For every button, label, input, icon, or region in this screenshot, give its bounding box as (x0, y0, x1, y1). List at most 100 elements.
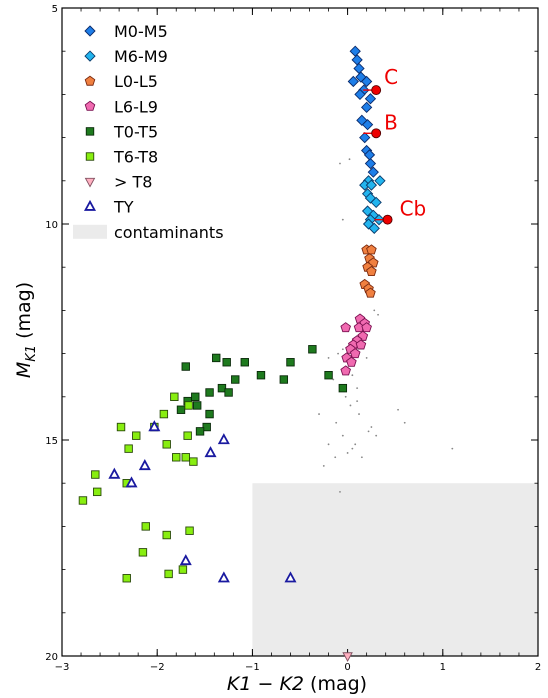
legend-label: TY (113, 198, 134, 217)
contaminant-point (373, 309, 376, 312)
data-point-pentagon (366, 244, 377, 255)
data-point-square (224, 388, 233, 397)
data-point-square (212, 353, 221, 363)
data-point-triangle-up (179, 554, 192, 566)
data-point-triangle-up (125, 476, 138, 488)
x-tick-label: 2 (535, 662, 541, 673)
contaminant-point (344, 395, 347, 398)
contaminant-point (341, 434, 344, 437)
component-label: B (384, 110, 398, 134)
legend-marker-triangle-up (83, 199, 97, 211)
data-point-pentagon (366, 265, 377, 277)
contaminant-point (375, 434, 378, 437)
contaminant-point (346, 452, 349, 454)
data-point-square (164, 569, 173, 579)
data-point-square (308, 345, 317, 354)
data-point-pentagon (340, 365, 351, 376)
data-point-square (141, 522, 150, 531)
data-point-square (132, 431, 141, 440)
plot-frame (61, 7, 539, 657)
contaminant-region (252, 483, 538, 656)
data-point-square (138, 548, 148, 557)
data-point-triangle-up (108, 467, 121, 479)
data-point-square (91, 470, 100, 479)
legend-label: M6-M9 (114, 47, 168, 66)
y-axis-label-main: M (13, 362, 35, 378)
legend-label: > T8 (114, 173, 152, 192)
y-tick-label: 5 (52, 4, 58, 15)
data-point-triangle-up (217, 571, 230, 583)
data-point-square (116, 422, 126, 432)
data-point-square (202, 422, 211, 432)
x-tick-label: 0 (344, 662, 350, 673)
data-point-diamond (364, 93, 377, 105)
x-tick-label: 1 (440, 662, 446, 673)
data-point-square (185, 526, 194, 535)
y-tick-label: 15 (45, 436, 58, 447)
data-point-square (279, 375, 289, 384)
legend-label: T6-T8 (113, 148, 158, 167)
legend-patch (73, 224, 107, 239)
legend-marker-diamond (84, 25, 96, 37)
data-point-square (195, 427, 205, 436)
contaminant-point (318, 413, 320, 415)
contaminant-point (403, 421, 406, 424)
contaminant-point (341, 348, 344, 351)
contaminant-point (377, 313, 379, 316)
data-point-diamond (361, 101, 373, 113)
contaminant-point (356, 400, 359, 403)
contaminant-point (348, 158, 351, 161)
data-point-square (205, 388, 214, 397)
contaminant-point (370, 426, 373, 428)
data-point-diamond (359, 131, 371, 144)
data-point-square (159, 409, 169, 419)
contaminant-point (358, 413, 360, 415)
data-point-diamond (361, 75, 373, 88)
contaminant-point (332, 378, 335, 381)
data-point-square (240, 358, 249, 367)
data-point-square (124, 444, 133, 453)
data-point-square (181, 453, 190, 462)
legend-marker-pentagon (84, 100, 96, 111)
data-point-square (181, 362, 190, 371)
data-point-diamond (368, 222, 380, 234)
data-point-pentagon (355, 339, 367, 350)
x-tick-label: −1 (245, 662, 260, 673)
component-point (371, 85, 382, 96)
data-point-triangle-up (138, 459, 151, 471)
legend-label: M0-M5 (114, 22, 168, 41)
axis-ticks: −3 −2 −1 0 1 2 5 10 15 20 (45, 4, 541, 673)
contaminant-point (354, 443, 357, 446)
contaminant-point (451, 447, 454, 450)
contaminant-point (365, 357, 368, 359)
data-point-diamond (349, 45, 361, 57)
x-axis-label-main: K1 − K2 (227, 673, 304, 695)
legend-label: L6-L9 (114, 97, 158, 116)
data-point-pentagon (349, 348, 361, 359)
data-point-square (184, 401, 193, 410)
y-tick-label: 20 (45, 652, 58, 663)
data-point-square (178, 565, 188, 574)
data-point-triangle-up (284, 571, 297, 583)
contaminant-point (322, 465, 325, 467)
contaminant-point (351, 447, 354, 450)
data-markers (78, 45, 386, 662)
data-point-square (256, 371, 266, 380)
data-point-diamond (364, 157, 377, 170)
data-point-square (122, 574, 131, 583)
data-point-pentagon (340, 322, 351, 333)
contaminant-point (341, 218, 344, 221)
data-point-square (286, 358, 295, 367)
contaminant-point (397, 408, 399, 411)
contaminant-point (327, 443, 330, 446)
contaminant-point (351, 374, 354, 377)
y-axis-label-sub: K1 (24, 345, 39, 362)
y-axis-label-unit: (mag) (13, 282, 35, 345)
contaminant-point (367, 430, 370, 433)
legend-label: contaminants (114, 223, 224, 242)
data-point-diamond (353, 62, 365, 75)
contaminant-point (360, 456, 363, 459)
data-point-diamond (363, 149, 376, 161)
data-point-square (162, 530, 171, 540)
